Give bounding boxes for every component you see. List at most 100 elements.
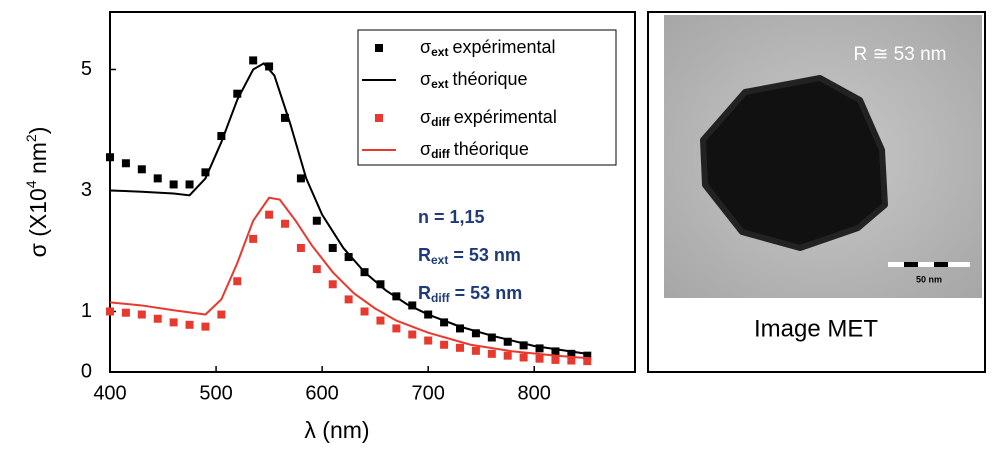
marker <box>376 280 385 289</box>
annotation-main: R <box>418 283 431 303</box>
annotation-sub: diff <box>431 291 451 305</box>
marker <box>344 253 353 262</box>
y-tick-label: 0 <box>81 360 92 382</box>
marker <box>583 351 592 360</box>
marker <box>312 216 321 225</box>
marker <box>567 349 576 358</box>
marker <box>296 243 305 252</box>
marker <box>376 316 385 325</box>
annotation-main: n = 1,15 <box>418 207 485 227</box>
legend-label: σext théorique <box>420 69 528 91</box>
marker <box>424 336 433 345</box>
annotation-main: R <box>418 245 431 265</box>
marker <box>312 265 321 274</box>
marker <box>106 153 114 162</box>
marker <box>121 159 130 168</box>
image-caption: Image MET <box>754 315 878 342</box>
legend-subscript: ext <box>431 77 448 91</box>
y-tick-label: 5 <box>81 58 92 80</box>
marker <box>201 168 210 177</box>
marker <box>217 310 226 319</box>
annotation-rest: = 53 nm <box>448 245 521 265</box>
marker <box>137 165 146 174</box>
x-tick-label: 500 <box>199 382 232 404</box>
legend-label: σdiff expérimental <box>420 107 557 129</box>
scale-bar-label: 50 nm <box>916 274 942 284</box>
legend-symbol: σ <box>420 139 431 159</box>
marker <box>503 337 512 346</box>
marker <box>328 243 337 252</box>
y-tick-label: 1 <box>81 300 92 322</box>
marker <box>217 132 226 141</box>
legend-name: expérimental <box>452 37 555 57</box>
marker <box>185 320 194 329</box>
series-line <box>109 62 588 355</box>
y-axis-label: σ (X104 nm2) <box>23 127 51 258</box>
marker <box>185 180 194 189</box>
marker <box>392 324 401 333</box>
marker <box>471 346 480 355</box>
x-tick-label: 700 <box>411 382 444 404</box>
marker <box>121 308 130 317</box>
marker <box>153 314 162 323</box>
marker <box>487 349 496 358</box>
marker <box>535 344 544 353</box>
y-label-part: σ (X10 <box>25 188 51 257</box>
marker <box>408 330 417 339</box>
x-tick-label: 800 <box>518 382 551 404</box>
marker <box>519 341 528 350</box>
legend-swatch <box>375 44 383 52</box>
y-label-sup: 4 <box>23 180 39 188</box>
scale-bar: 50 nm <box>888 262 970 284</box>
marker <box>265 62 274 71</box>
legend-name: expérimental <box>454 107 557 127</box>
y-label-part: nm <box>25 142 51 180</box>
marker <box>583 357 592 366</box>
image-annotation: R ≅ 53 nm <box>853 44 946 65</box>
marker <box>249 234 258 243</box>
marker <box>440 318 449 327</box>
marker <box>471 329 480 338</box>
marker <box>106 307 114 316</box>
marker <box>249 56 258 65</box>
x-tick-label: 600 <box>305 382 338 404</box>
marker <box>551 347 560 356</box>
marker <box>137 310 146 319</box>
marker <box>360 307 369 316</box>
legend-subscript: ext <box>431 45 448 59</box>
marker <box>201 322 210 331</box>
y-tick-label: 3 <box>81 179 92 201</box>
x-tick-label: 400 <box>93 382 126 404</box>
legend-swatch <box>375 114 383 122</box>
legend <box>357 29 617 166</box>
legend-symbol: σ <box>420 37 431 57</box>
annotation-sub: ext <box>431 253 448 267</box>
legend-subscript: diff <box>431 147 451 161</box>
marker <box>296 174 305 183</box>
legend-symbol: σ <box>420 69 431 89</box>
annotation: Rdiff = 53 nm <box>418 283 522 305</box>
marker <box>233 89 242 98</box>
marker <box>328 280 337 289</box>
legend-name: théorique <box>452 69 527 89</box>
marker <box>265 210 274 219</box>
marker <box>153 174 162 183</box>
image-frame <box>647 11 986 373</box>
marker <box>169 180 178 189</box>
marker <box>567 356 576 365</box>
y-label-part: ) <box>25 127 51 135</box>
marker <box>408 301 417 310</box>
x-axis-label: λ (nm) <box>304 417 369 443</box>
particle <box>700 75 888 251</box>
marker <box>456 324 464 333</box>
marker <box>535 354 544 363</box>
marker <box>551 355 560 364</box>
marker <box>519 353 528 362</box>
marker <box>440 340 449 349</box>
marker <box>169 318 178 327</box>
legend-symbol: σ <box>420 107 431 127</box>
annotation-rest: = 53 nm <box>450 283 523 303</box>
legend-label: σext expérimental <box>420 37 556 59</box>
y-label-sup: 2 <box>23 134 39 142</box>
